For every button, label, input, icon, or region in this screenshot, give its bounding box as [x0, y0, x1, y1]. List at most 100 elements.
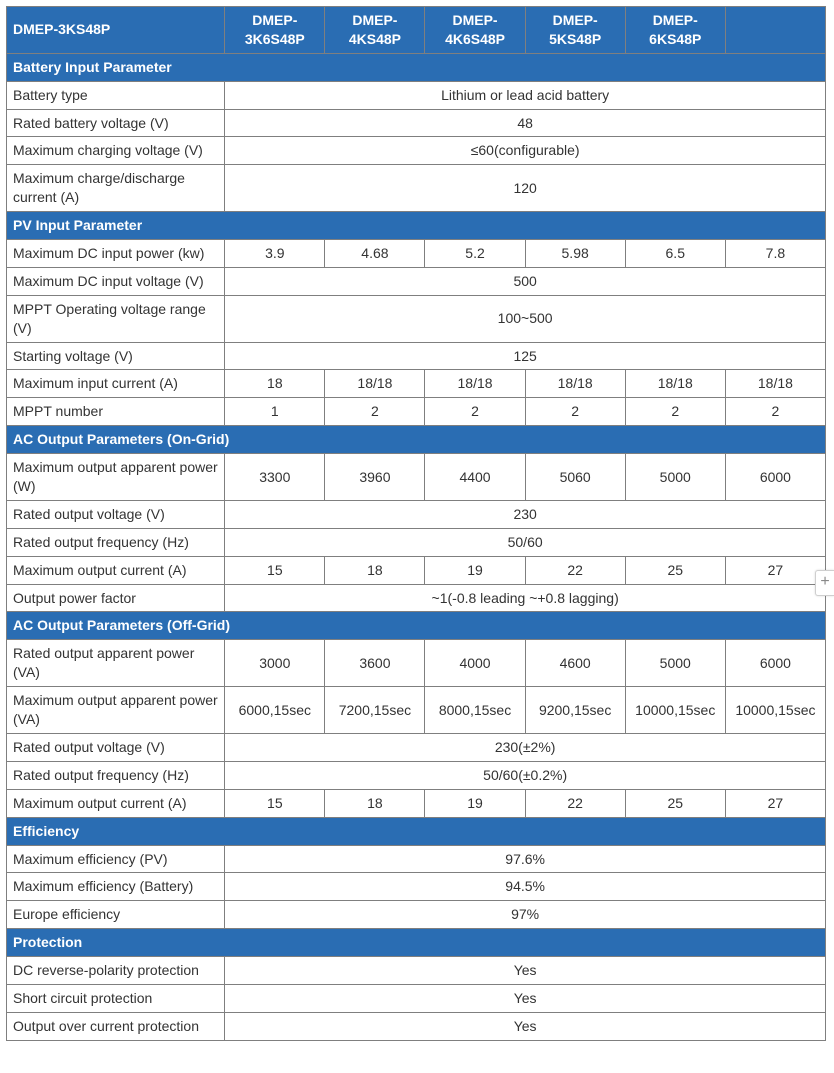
param-value: 19 [425, 789, 525, 817]
param-value: 4600 [525, 640, 625, 687]
param-value: ≤60(configurable) [225, 137, 826, 165]
param-value: 5.2 [425, 240, 525, 268]
spec-table-body: Battery Input ParameterBattery typeLithi… [7, 53, 826, 1040]
param-value: 22 [525, 789, 625, 817]
param-value: 3300 [225, 454, 325, 501]
param-value: 18 [325, 556, 425, 584]
param-value: 15 [225, 556, 325, 584]
param-value: 7200,15sec [325, 687, 425, 734]
param-label: Maximum charging voltage (V) [7, 137, 225, 165]
param-label: Rated output apparent power (VA) [7, 640, 225, 687]
param-label: Maximum DC input voltage (V) [7, 267, 225, 295]
param-value: 4000 [425, 640, 525, 687]
param-value: Yes [225, 1012, 826, 1040]
param-label: Maximum efficiency (Battery) [7, 873, 225, 901]
param-label: Maximum efficiency (PV) [7, 845, 225, 873]
section-title: Efficiency [7, 817, 826, 845]
param-value: 97% [225, 901, 826, 929]
param-value: 6000 [725, 454, 825, 501]
param-value: 5060 [525, 454, 625, 501]
param-value: 125 [225, 342, 826, 370]
param-value: 18/18 [425, 370, 525, 398]
param-value: 50/60(±0.2%) [225, 761, 826, 789]
param-label: MPPT Operating voltage range (V) [7, 295, 225, 342]
param-value: 5000 [625, 640, 725, 687]
param-value: 10000,15sec [625, 687, 725, 734]
param-label: Rated output frequency (Hz) [7, 761, 225, 789]
param-value: 18/18 [625, 370, 725, 398]
section-title: AC Output Parameters (Off-Grid) [7, 612, 826, 640]
param-value: 3.9 [225, 240, 325, 268]
param-value: 5000 [625, 454, 725, 501]
param-value: 4.68 [325, 240, 425, 268]
param-value: 6000,15sec [225, 687, 325, 734]
section-title: AC Output Parameters (On-Grid) [7, 426, 826, 454]
param-value: Yes [225, 984, 826, 1012]
param-label: Europe efficiency [7, 901, 225, 929]
header-model-5 [725, 7, 825, 54]
expand-button[interactable]: + [815, 570, 834, 596]
param-value: 9200,15sec [525, 687, 625, 734]
param-label: Maximum output apparent power (W) [7, 454, 225, 501]
param-value: 18 [225, 370, 325, 398]
param-value: 230(±2%) [225, 733, 826, 761]
param-value: 50/60 [225, 528, 826, 556]
param-value: 22 [525, 556, 625, 584]
param-label: Maximum output apparent power (VA) [7, 687, 225, 734]
param-value: 230 [225, 500, 826, 528]
param-label: Rated output voltage (V) [7, 733, 225, 761]
param-value: 2 [625, 398, 725, 426]
param-label: Maximum input current (A) [7, 370, 225, 398]
param-label: Starting voltage (V) [7, 342, 225, 370]
param-label: MPPT number [7, 398, 225, 426]
param-label: Output over current protection [7, 1012, 225, 1040]
param-value: 25 [625, 556, 725, 584]
header-model-1: DMEP-4KS48P [325, 7, 425, 54]
header-model-0: DMEP-3K6S48P [225, 7, 325, 54]
param-value: 25 [625, 789, 725, 817]
header-model-4: DMEP-6KS48P [625, 7, 725, 54]
param-value: 48 [225, 109, 826, 137]
param-value: 6000 [725, 640, 825, 687]
param-label: Maximum DC input power (kw) [7, 240, 225, 268]
spec-table: DMEP-3KS48P DMEP-3K6S48P DMEP-4KS48P DME… [6, 6, 826, 1041]
param-value: 2 [325, 398, 425, 426]
param-value: 3000 [225, 640, 325, 687]
param-value: 2 [525, 398, 625, 426]
param-value: 100~500 [225, 295, 826, 342]
param-label: Maximum output current (A) [7, 789, 225, 817]
param-value: 18/18 [325, 370, 425, 398]
param-value: 120 [225, 165, 826, 212]
param-value: 10000,15sec [725, 687, 825, 734]
param-value: 4400 [425, 454, 525, 501]
param-label: Rated output voltage (V) [7, 500, 225, 528]
header-model-2: DMEP-4K6S48P [425, 7, 525, 54]
param-value: 500 [225, 267, 826, 295]
param-value: 27 [725, 789, 825, 817]
param-value: 18 [325, 789, 425, 817]
param-label: Rated output frequency (Hz) [7, 528, 225, 556]
param-label: Rated battery voltage (V) [7, 109, 225, 137]
param-label: Battery type [7, 81, 225, 109]
section-title: Protection [7, 929, 826, 957]
param-value: 15 [225, 789, 325, 817]
param-value: 3600 [325, 640, 425, 687]
param-value: 18/18 [725, 370, 825, 398]
param-value: 18/18 [525, 370, 625, 398]
param-value: 1 [225, 398, 325, 426]
param-value: 3960 [325, 454, 425, 501]
param-value: 7.8 [725, 240, 825, 268]
param-value: 2 [425, 398, 525, 426]
header-model-label: DMEP-3KS48P [7, 7, 225, 54]
param-value: 94.5% [225, 873, 826, 901]
param-label: Output power factor [7, 584, 225, 612]
section-title: PV Input Parameter [7, 212, 826, 240]
param-value: ~1(-0.8 leading ~+0.8 lagging) [225, 584, 826, 612]
param-label: Maximum charge/discharge current (A) [7, 165, 225, 212]
param-label: Maximum output current (A) [7, 556, 225, 584]
param-value: 27 [725, 556, 825, 584]
header-model-3: DMEP-5KS48P [525, 7, 625, 54]
param-value: 19 [425, 556, 525, 584]
param-label: DC reverse-polarity protection [7, 957, 225, 985]
param-value: 5.98 [525, 240, 625, 268]
